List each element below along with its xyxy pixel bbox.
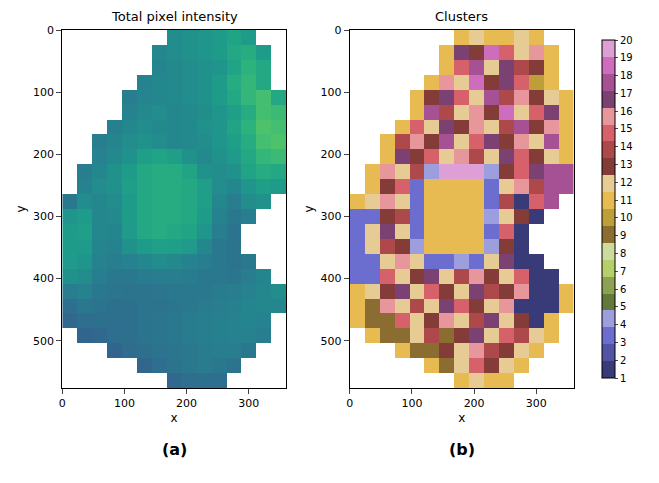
svg-text:5: 5	[620, 301, 626, 312]
svg-text:17: 17	[620, 88, 633, 99]
svg-text:(a): (a)	[162, 440, 187, 459]
svg-text:1: 1	[620, 373, 626, 384]
svg-text:10: 10	[620, 212, 633, 223]
svg-text:20: 20	[620, 35, 633, 46]
svg-text:8: 8	[620, 248, 626, 259]
svg-text:100: 100	[401, 397, 422, 410]
svg-text:200: 200	[464, 397, 485, 410]
svg-text:0: 0	[346, 397, 353, 410]
svg-text:18: 18	[620, 70, 633, 81]
svg-text:x: x	[458, 411, 465, 425]
svg-text:300: 300	[321, 210, 342, 223]
svg-text:200: 200	[176, 397, 197, 410]
svg-text:400: 400	[33, 272, 54, 285]
svg-text:0: 0	[335, 24, 342, 37]
svg-text:2: 2	[620, 355, 626, 366]
svg-text:0: 0	[47, 24, 54, 37]
svg-text:16: 16	[620, 106, 633, 117]
svg-text:0: 0	[59, 397, 66, 410]
svg-text:y: y	[302, 205, 316, 212]
svg-text:500: 500	[321, 335, 342, 348]
svg-text:200: 200	[33, 148, 54, 161]
svg-text:100: 100	[321, 86, 342, 99]
svg-text:400: 400	[321, 272, 342, 285]
svg-text:3: 3	[620, 337, 626, 348]
svg-text:500: 500	[33, 335, 54, 348]
svg-text:x: x	[171, 411, 178, 425]
svg-text:300: 300	[33, 210, 54, 223]
svg-text:100: 100	[114, 397, 135, 410]
svg-text:19: 19	[620, 52, 633, 63]
svg-text:11: 11	[620, 195, 633, 206]
svg-text:15: 15	[620, 123, 633, 134]
svg-text:(b): (b)	[449, 440, 475, 459]
svg-text:9: 9	[620, 230, 626, 241]
svg-text:100: 100	[33, 86, 54, 99]
svg-text:300: 300	[238, 397, 259, 410]
svg-text:4: 4	[620, 319, 626, 330]
svg-text:6: 6	[620, 284, 626, 295]
svg-text:Total pixel intensity: Total pixel intensity	[111, 9, 238, 24]
svg-text:13: 13	[620, 159, 633, 170]
svg-text:12: 12	[620, 177, 633, 188]
svg-text:200: 200	[321, 148, 342, 161]
svg-text:Clusters: Clusters	[435, 9, 488, 24]
svg-text:y: y	[14, 205, 28, 212]
svg-text:300: 300	[526, 397, 547, 410]
svg-text:7: 7	[620, 266, 626, 277]
svg-text:14: 14	[620, 141, 633, 152]
